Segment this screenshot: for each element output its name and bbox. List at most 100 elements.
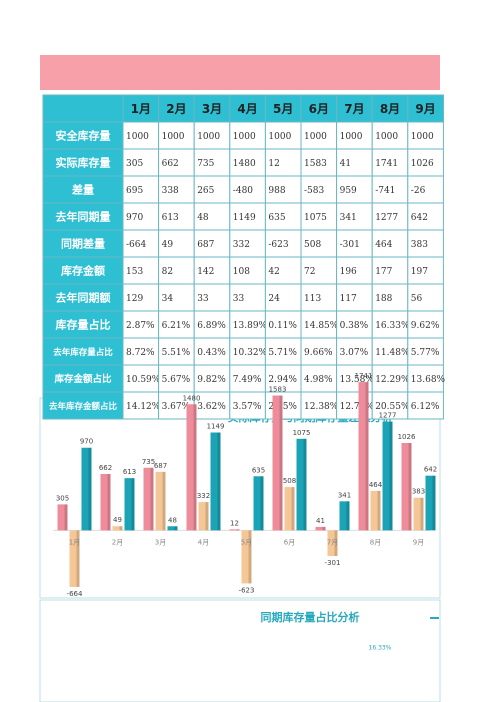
header-label: 6月 [309, 102, 329, 116]
bar [143, 467, 154, 531]
bar-shade [279, 395, 283, 531]
section-title: 同期库存量占比分析 [261, 610, 360, 624]
cell-value: 10.32% [233, 348, 268, 358]
cell-value: -741 [375, 186, 395, 196]
table-cell [264, 175, 302, 204]
data-label: 41 [316, 517, 325, 525]
table-cell [336, 310, 373, 339]
bar [100, 473, 111, 531]
cell-value: 20.55% [375, 402, 410, 412]
bar-shade [205, 502, 209, 531]
table-cell [264, 256, 302, 285]
table-cell [336, 229, 373, 258]
cell-value: 341 [340, 213, 357, 223]
table-cell [336, 148, 373, 177]
table-cell [193, 229, 231, 258]
cell-value: 12.76% [340, 402, 375, 412]
header-label: 2月 [166, 102, 186, 116]
table-cell [229, 391, 266, 420]
cell-value: 42 [268, 267, 279, 277]
table-cell [158, 364, 195, 393]
table-cell [300, 283, 338, 312]
cell-value: 113 [304, 294, 321, 304]
data-label: 48 [168, 516, 177, 524]
cell-value: 142 [197, 267, 214, 277]
data-label: 1075 [293, 429, 311, 437]
bar-shade [408, 442, 412, 531]
cell-value: 197 [411, 267, 428, 277]
header-label: 1月 [131, 102, 151, 116]
bar-shade [64, 504, 68, 531]
data-label: 383 [412, 488, 425, 496]
cell-value: 188 [375, 294, 392, 304]
cell-value: 265 [197, 186, 214, 196]
bar [382, 421, 393, 531]
banner [40, 55, 440, 90]
cell-value: -480 [233, 186, 253, 196]
cell-value: 12.29% [375, 375, 410, 385]
data-label: 970 [80, 438, 93, 446]
cell-value: 1000 [304, 132, 327, 142]
bar-shade [88, 447, 92, 531]
cell-value: 24 [268, 294, 280, 304]
cell-value: -301 [340, 240, 360, 250]
data-label: 1149 [207, 422, 225, 430]
table-cell [122, 391, 160, 420]
data-label: 464 [369, 481, 383, 489]
cell-value: 1583 [304, 159, 327, 169]
table-cell [371, 364, 409, 393]
data-label: 1480 [183, 394, 201, 402]
cell-value: -664 [126, 240, 146, 250]
table-cell [300, 337, 338, 366]
bar-shade [236, 529, 240, 531]
cell-value: 1480 [233, 159, 256, 169]
cell-value: 635 [268, 213, 285, 223]
table-cell [193, 283, 231, 312]
bar [339, 501, 350, 531]
data-label: -664 [67, 590, 83, 598]
cell-value: 988 [268, 186, 285, 196]
cell-value: 16.33% [375, 321, 410, 331]
table-cell [407, 229, 444, 258]
table-cell [158, 283, 195, 312]
table-cell [371, 391, 409, 420]
cell-value: 970 [126, 213, 143, 223]
bar-shade [334, 530, 338, 557]
cell-value: 0.11% [268, 321, 297, 331]
bar [155, 471, 166, 531]
table-cell [371, 121, 409, 150]
cell-value: 8.72% [126, 348, 155, 358]
table-cell [229, 202, 266, 231]
row-header [42, 202, 124, 231]
bar-shade [303, 438, 307, 531]
row-label: 库存量占比 [56, 318, 111, 332]
table-cell [264, 202, 302, 231]
cell-value: 13.58% [340, 375, 375, 385]
table-cell [264, 121, 302, 150]
header-label: 8月 [380, 102, 400, 116]
cell-value: 959 [340, 186, 357, 196]
row-header [42, 121, 124, 150]
header-label: 4月 [237, 102, 257, 116]
cell-value: 177 [375, 267, 392, 277]
row-label: 去年同期量 [56, 210, 111, 224]
x-tick-label: 3月 [155, 538, 166, 546]
cell-value: 508 [304, 240, 321, 250]
table-cell [122, 364, 160, 393]
table-cell [229, 175, 266, 204]
row-header [42, 364, 124, 393]
bar [296, 438, 307, 531]
table-cell [193, 391, 231, 420]
row-label: 去年同期额 [56, 291, 111, 305]
cell-value: 7.49% [233, 375, 262, 385]
row-label: 库存金额 [61, 264, 105, 278]
table-cell [300, 364, 338, 393]
cell-value: 108 [233, 267, 250, 277]
x-tick-label: 6月 [284, 538, 295, 546]
table-cell [300, 391, 338, 420]
chart-icon [430, 617, 439, 619]
cell-value: 9.82% [197, 375, 226, 385]
cell-value: 1000 [340, 132, 363, 142]
cell-value: 11.48% [375, 348, 410, 358]
data-label: -301 [325, 559, 341, 567]
